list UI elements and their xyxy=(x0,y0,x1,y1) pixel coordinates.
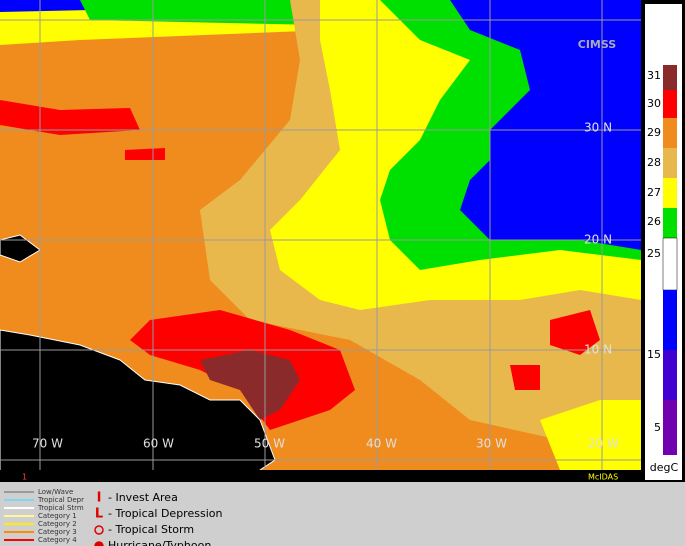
colorbar-label: 15 xyxy=(647,348,661,361)
lat-label: 30 N xyxy=(584,121,612,135)
lon-label: 20 W xyxy=(588,437,619,451)
color-step xyxy=(663,90,677,118)
legend-label: Category 3 xyxy=(38,528,77,536)
legend-label: Tropical Strm xyxy=(37,504,84,512)
sea-red xyxy=(0,100,140,135)
color-step xyxy=(663,65,677,90)
legend-symbol-label: - Invest Area xyxy=(108,491,178,504)
island xyxy=(0,234,41,263)
colorbar-label: 30 xyxy=(647,97,661,110)
sea-green xyxy=(80,0,330,25)
colorbar-label: 25 xyxy=(647,247,661,260)
colorbar-unit: degC xyxy=(650,461,679,474)
legend-label: Tropical Depr xyxy=(37,496,84,504)
legend-symbol xyxy=(94,525,104,535)
lon-label: 70 W xyxy=(32,437,63,451)
legend-symbol xyxy=(94,541,104,546)
colorbar-label: 28 xyxy=(647,156,661,169)
lon-label: 50 W xyxy=(254,437,285,451)
legend-label: Category 2 xyxy=(38,520,77,528)
lon-label: 40 W xyxy=(366,437,397,451)
source: McIDAS xyxy=(588,473,618,482)
sea-yellow xyxy=(540,400,641,470)
sea-red xyxy=(550,310,600,355)
frame-number: 1 xyxy=(22,473,27,482)
legend-label: Category 1 xyxy=(38,512,77,520)
colorbar-label: 31 xyxy=(647,69,661,82)
legend-symbol-label: - Tropical Storm xyxy=(108,523,194,536)
colorbar-label: 26 xyxy=(647,215,661,228)
map: CIMSS 1 McIDAS xyxy=(0,0,641,483)
legend-symbol: L xyxy=(95,507,103,522)
color-step xyxy=(663,148,677,178)
legend-symbol-label: Hurricane/Typhoon xyxy=(108,539,211,546)
color-step xyxy=(662,237,678,291)
colorbar-label: 5 xyxy=(654,421,661,434)
color-step xyxy=(663,208,677,238)
legend-panel xyxy=(0,482,685,546)
grid xyxy=(0,0,641,470)
legend-label: Category 4 xyxy=(38,536,77,544)
color-step xyxy=(663,350,677,400)
colorbar-strip xyxy=(662,65,678,455)
legend-symbol: I xyxy=(97,491,102,506)
sea-red xyxy=(125,148,165,160)
colorbar-label: 27 xyxy=(647,186,661,199)
lon-label: 30 W xyxy=(476,437,507,451)
status-bar xyxy=(0,470,641,482)
sea-blue xyxy=(450,0,641,250)
logo: CIMSS xyxy=(578,38,617,51)
color-step xyxy=(663,400,677,455)
legend-symbol-label: - Tropical Depression xyxy=(108,507,222,520)
colorbar-label: 29 xyxy=(647,126,661,139)
lat-label: 20 N xyxy=(584,233,612,247)
color-step xyxy=(663,178,677,208)
lon-label: 60 W xyxy=(143,437,174,451)
lat-label: 10 N xyxy=(584,343,612,357)
sea-red xyxy=(510,365,540,390)
color-step xyxy=(663,118,677,148)
color-step xyxy=(663,290,677,350)
sea-darkred xyxy=(200,350,300,420)
sea-blue xyxy=(0,0,90,12)
legend-label: Low/Wave xyxy=(38,488,73,496)
